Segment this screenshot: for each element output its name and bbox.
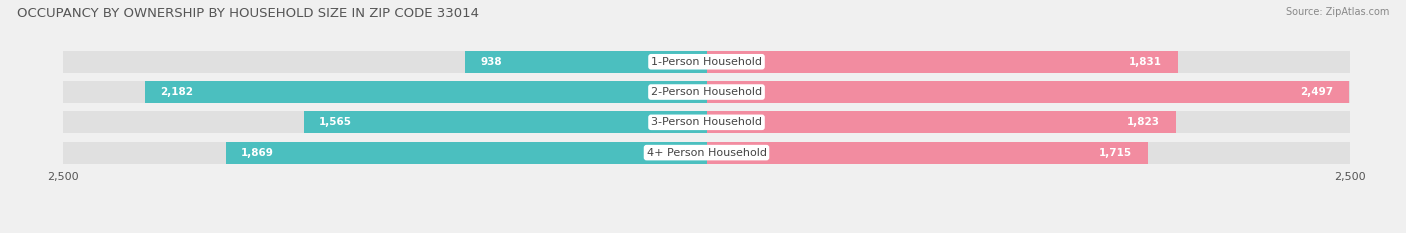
Text: 2-Person Household: 2-Person Household	[651, 87, 762, 97]
Text: 2,497: 2,497	[1301, 87, 1333, 97]
Text: 1,831: 1,831	[1129, 57, 1163, 67]
Text: OCCUPANCY BY OWNERSHIP BY HOUSEHOLD SIZE IN ZIP CODE 33014: OCCUPANCY BY OWNERSHIP BY HOUSEHOLD SIZE…	[17, 7, 479, 20]
Text: 1,715: 1,715	[1099, 148, 1132, 158]
Text: 3-Person Household: 3-Person Household	[651, 117, 762, 127]
Text: 1,869: 1,869	[240, 148, 274, 158]
Bar	[304, 111, 707, 133]
Bar	[63, 142, 1350, 164]
Text: 2,182: 2,182	[160, 87, 194, 97]
Legend: Owner-occupied, Renter-occupied: Owner-occupied, Renter-occupied	[583, 230, 830, 233]
Bar	[145, 81, 707, 103]
Bar	[225, 142, 707, 164]
Bar	[707, 142, 1147, 164]
Bar	[707, 51, 1178, 73]
Bar	[63, 81, 1350, 103]
Bar	[63, 111, 1350, 133]
Text: 1,565: 1,565	[319, 117, 353, 127]
Bar	[707, 81, 1348, 103]
Bar	[707, 111, 1175, 133]
Bar	[63, 51, 1350, 73]
Bar	[465, 51, 707, 73]
Text: 1,823: 1,823	[1128, 117, 1160, 127]
Text: Source: ZipAtlas.com: Source: ZipAtlas.com	[1285, 7, 1389, 17]
Text: 1-Person Household: 1-Person Household	[651, 57, 762, 67]
Text: 938: 938	[481, 57, 502, 67]
Text: 4+ Person Household: 4+ Person Household	[647, 148, 766, 158]
